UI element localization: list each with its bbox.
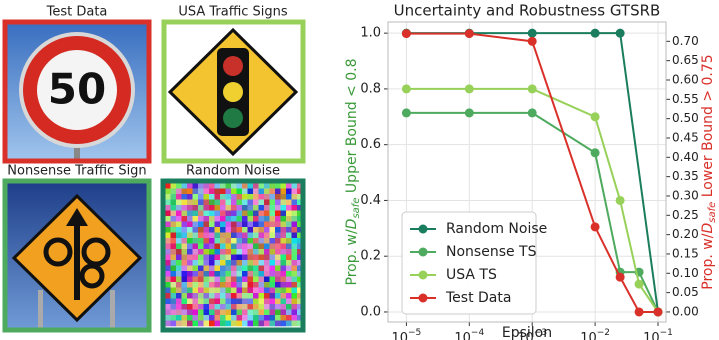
point xyxy=(635,307,644,316)
sign-text: 50 xyxy=(48,65,106,114)
legend-label: Nonsense TS xyxy=(446,244,537,260)
y2-tick-label: 0.05 xyxy=(672,285,699,299)
legend-marker xyxy=(419,225,428,234)
point xyxy=(402,29,411,38)
y-tick-label: 1.0 xyxy=(360,26,381,41)
y2-tick-label: 0.35 xyxy=(672,169,699,183)
y2-tick-label: 0.30 xyxy=(672,188,699,202)
point xyxy=(616,196,625,205)
point xyxy=(465,29,474,38)
y2-tick-label: 0.45 xyxy=(672,130,699,144)
point xyxy=(591,222,600,231)
y2-tick-label: 0.70 xyxy=(672,34,699,48)
point xyxy=(402,108,411,117)
y-tick-label: 0.2 xyxy=(360,249,381,264)
y2-tick-label: 0.10 xyxy=(672,266,699,280)
point xyxy=(465,108,474,117)
label-part: D xyxy=(700,223,716,234)
point xyxy=(591,29,600,38)
y-tick-label: 0.4 xyxy=(360,193,381,208)
panel-title: Test Data xyxy=(46,5,108,20)
label-part: safe xyxy=(707,202,718,223)
y2-tick-label: 0.60 xyxy=(672,72,699,86)
chart-title: Uncertainty and Robustness GTSRB xyxy=(394,2,661,20)
nonsense-sign-image xyxy=(5,181,149,330)
legend-marker xyxy=(419,248,428,257)
y2-tick-label: 0.00 xyxy=(672,304,699,318)
y2-tick-label: 0.55 xyxy=(672,92,699,106)
point xyxy=(465,84,474,93)
page: Test Data USA Traffic Signs Nonsense Tra… xyxy=(0,0,719,340)
label-part: D xyxy=(344,218,360,229)
label-part: Prop. w/ xyxy=(700,233,716,289)
point xyxy=(591,148,600,157)
x-tick-label: 10−4 xyxy=(454,328,484,340)
y2-tick-label: 0.65 xyxy=(672,53,699,67)
legend-marker xyxy=(419,294,428,303)
x-tick-label: 10−5 xyxy=(391,328,421,340)
y-tick-label: 0.6 xyxy=(360,137,381,152)
point xyxy=(528,37,537,46)
y-tick-label: 0.8 xyxy=(360,81,381,96)
legend-label: USA TS xyxy=(446,267,497,283)
y2-tick-label: 0.20 xyxy=(672,227,699,241)
legend-label: Random Noise xyxy=(446,221,547,237)
panel-title: USA Traffic Signs xyxy=(178,5,288,20)
figure: Test Data USA Traffic Signs Nonsense Tra… xyxy=(0,0,719,340)
y2-tick-label: 0.25 xyxy=(672,208,699,222)
legend-marker xyxy=(419,271,428,280)
y-tick-label: 0.0 xyxy=(360,304,381,319)
point xyxy=(654,307,663,316)
point xyxy=(616,29,625,38)
panel-title: Random Noise xyxy=(186,164,280,179)
point xyxy=(402,84,411,93)
usa-sign-image xyxy=(164,22,303,161)
label-part: Lower Bound > 0.75 xyxy=(700,54,716,201)
point xyxy=(528,29,537,38)
point xyxy=(528,84,537,93)
label-part: safe xyxy=(351,198,362,219)
label-part: Upper Bound < 0.8 xyxy=(344,59,360,198)
label-part: Prop. w/ xyxy=(344,229,360,285)
point xyxy=(528,108,537,117)
y2-tick-label: 0.50 xyxy=(672,111,699,125)
y2-tick-label: 0.15 xyxy=(672,246,699,260)
x-tick-label: 10−1 xyxy=(643,328,673,340)
point xyxy=(616,273,625,282)
y2-tick-label: 0.40 xyxy=(672,150,699,164)
point xyxy=(591,112,600,121)
test-data-image: 50 xyxy=(5,22,149,161)
y-axis-label: Prop. w/Dsafe Upper Bound < 0.8 xyxy=(344,59,362,286)
panel-title: Nonsense Traffic Sign xyxy=(7,164,146,179)
legend-label: Test Data xyxy=(445,290,511,306)
point xyxy=(635,280,644,289)
y2-axis-label: Prop. w/Dsafe Lower Bound > 0.75 xyxy=(700,54,718,289)
random-noise-image xyxy=(165,183,303,326)
x-tick-label: 10−2 xyxy=(580,328,610,340)
